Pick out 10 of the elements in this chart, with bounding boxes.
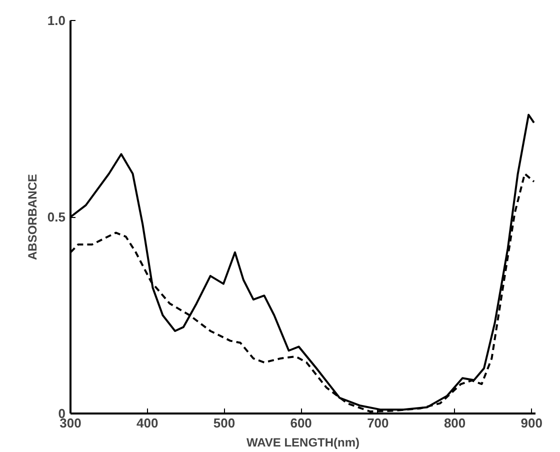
x-tick-label: 900	[520, 416, 543, 430]
y-tick-label: 1.0	[47, 13, 66, 28]
x-tick-label: 800	[444, 416, 466, 430]
x-axis-title: WAVE LENGTH(nm)	[246, 436, 360, 450]
x-tick-label: 500	[213, 416, 236, 430]
x-tick-label: 600	[290, 416, 312, 430]
x-tick-label: 400	[136, 416, 158, 430]
y-tick-label: 0.5	[47, 210, 66, 224]
y-axis-title: ABSORBANCE	[25, 174, 40, 260]
x-tick-label: 700	[367, 416, 389, 430]
